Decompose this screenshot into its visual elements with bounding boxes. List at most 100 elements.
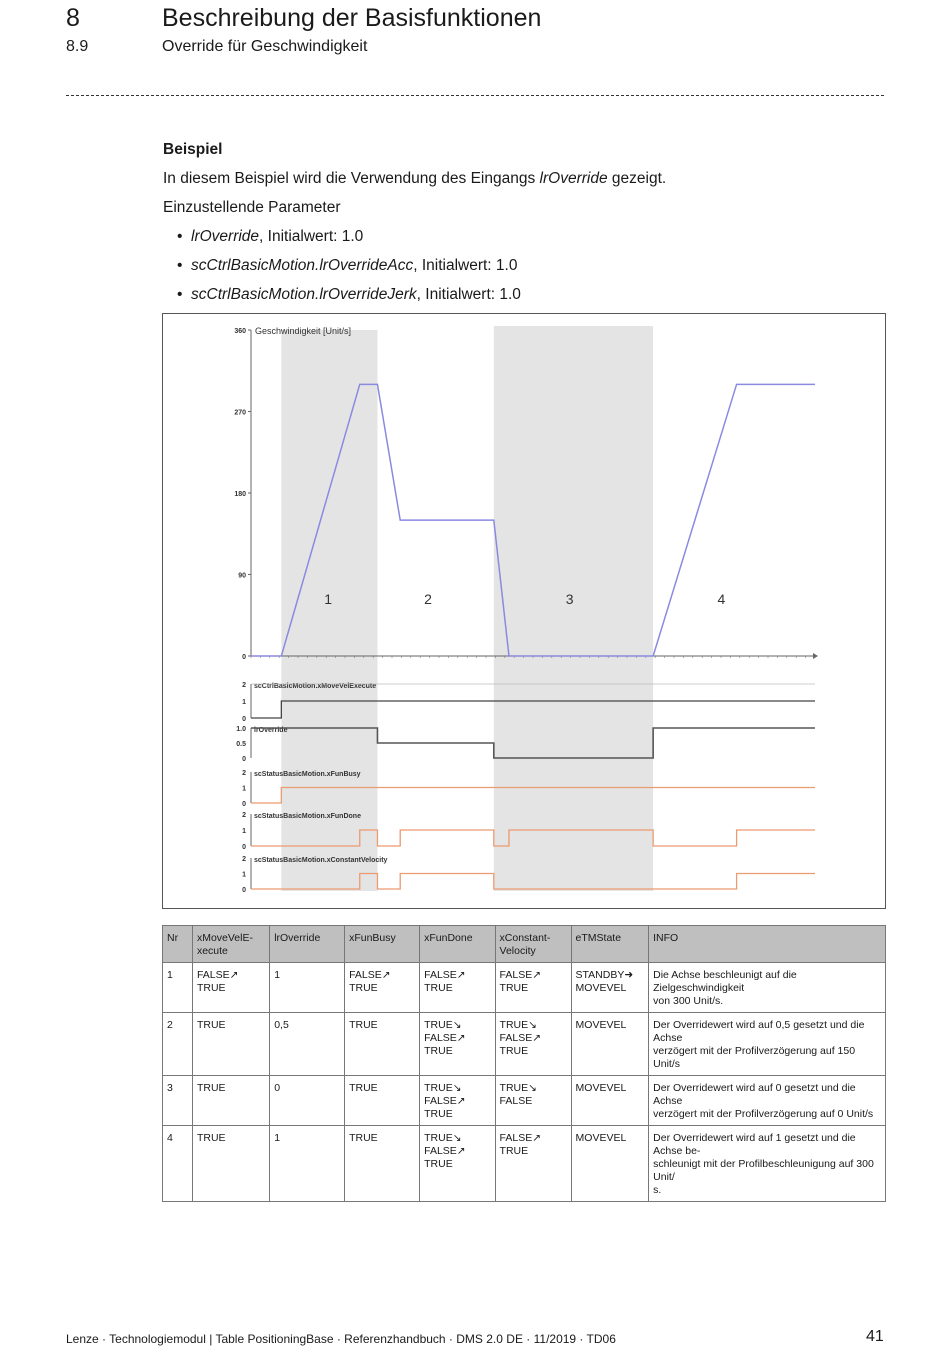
table-cell: FALSE↗ TRUE <box>494 962 572 1013</box>
signal-tick-label: 0 <box>242 844 246 851</box>
phase-shade <box>281 330 378 891</box>
table-cell: TRUE <box>344 1125 421 1202</box>
table-cell: FALSE↗ TRUE <box>344 962 421 1013</box>
table-cell: 1 <box>162 962 193 1013</box>
signal-tick-label: 1 <box>242 872 246 879</box>
param-suffix: , Initialwert: 1.0 <box>259 228 364 245</box>
signal-line <box>251 700 815 719</box>
table-cell: FALSE↗ TRUE <box>191 962 271 1013</box>
signal-line <box>251 727 815 759</box>
table-body: 1 FALSE↗ TRUE 1 FALSE↗ TRUE FALSE↗ TRUE FALSE… <box>162 962 886 1202</box>
page-number: 41 <box>866 1328 884 1345</box>
table-cell: 1 <box>269 962 346 1013</box>
chapter-number: 8 <box>66 4 80 32</box>
signal-tick-label: 2 <box>242 812 246 819</box>
signal-tick-label: 1 <box>242 786 246 793</box>
table-cell: TRUE <box>191 1125 271 1202</box>
signal-tick-label: 0 <box>242 887 246 894</box>
state-table: Nr xMoveVelE- xecute lrOverride xFunBusy xFu… <box>162 925 886 1202</box>
table-cell: FALSE↗ TRUE <box>494 1125 572 1202</box>
param-suffix: , Initialwert: 1.0 <box>416 286 521 303</box>
table-cell: Die Achse beschleunigt auf die Zielgesch… <box>648 962 886 1013</box>
phase-shade <box>493 326 654 891</box>
intro-variable: lrOverride <box>539 170 608 187</box>
signal-tick-label: 1 <box>242 699 246 706</box>
table-cell: FALSE↗ TRUE <box>419 962 496 1013</box>
y-tick-label: 360 <box>234 328 246 335</box>
signal-name: scStatusBasicMotion.xConstantVelocity <box>254 857 388 864</box>
signal-tick-label: 0 <box>242 801 246 808</box>
signal-tick-label: 2 <box>242 770 246 777</box>
table-cell: TRUE↘ FALSE↗ TRUE <box>494 1012 572 1076</box>
intro-after: gezeigt. <box>607 170 667 187</box>
phase-label: 1 <box>324 591 332 607</box>
footer-text: Lenze · Technologiemodul | Table Positio… <box>66 1332 616 1346</box>
timing-chart-svg: 0 90 180 270 360 Geschwindigkeit [Unit/s] 1 2 3 4… <box>234 326 818 894</box>
table-cell: MOVEVEL <box>570 1075 650 1126</box>
param-item: lrOverride, Initialwert: 1.0 <box>177 222 883 251</box>
table-row: 3 TRUE 0 TRUE TRUE↘ FALSE↗ TRUE TRUE↘ FALSE MO… <box>162 1075 886 1126</box>
param-suffix: , Initialwert: 1.0 <box>413 257 518 274</box>
table-cell: TRUE <box>344 1075 421 1126</box>
table-header-cell: xFunBusy <box>344 925 421 963</box>
example-body: Beispiel In diesem Beispiel wird die Ver… <box>163 135 883 309</box>
param-name: lrOverride <box>191 228 260 245</box>
table-header-cell: INFO <box>648 925 886 963</box>
table-header-cell: Nr <box>162 925 193 963</box>
table-cell: STANDBY➜ MOVEVEL <box>570 962 650 1013</box>
table-cell: Der Overridewert wird auf 0,5 gesetzt un… <box>648 1012 886 1076</box>
signal-line <box>251 829 815 847</box>
table-cell: TRUE <box>191 1012 271 1076</box>
table-cell: Der Overridewert wird auf 1 gesetzt und … <box>648 1125 886 1202</box>
section-number: 8.9 <box>66 38 89 55</box>
param-item: scCtrlBasicMotion.lrOverrideJerk, Initia… <box>177 280 883 309</box>
timing-chart: 0 90 180 270 360 Geschwindigkeit [Unit/s] 1 2 3 4… <box>162 313 886 909</box>
signal-name: lrOverride <box>254 727 288 734</box>
table-cell: Der Overridewert wird auf 0 gesetzt und … <box>648 1075 886 1126</box>
table-header-cell: eTMState <box>570 925 650 963</box>
intro-paragraph: In diesem Beispiel wird die Verwendung d… <box>163 164 883 193</box>
table-cell: 2 <box>162 1012 193 1076</box>
table-header-cell: lrOverride <box>269 925 346 963</box>
signal-tick-label: 2 <box>242 856 246 863</box>
table-row: 4 TRUE 1 TRUE TRUE↘ FALSE↗ TRUE FALSE↗ TRUE MO… <box>162 1125 886 1202</box>
phase-label: 4 <box>718 591 726 607</box>
table-header-row: Nr xMoveVelE- xecute lrOverride xFunBusy xFu… <box>162 925 886 963</box>
table-cell: 3 <box>162 1075 193 1126</box>
table-cell: MOVEVEL <box>570 1125 650 1202</box>
table-row: 1 FALSE↗ TRUE 1 FALSE↗ TRUE FALSE↗ TRUE FALSE… <box>162 962 886 1013</box>
table-cell: 0,5 <box>269 1012 346 1076</box>
y-tick-label: 90 <box>238 573 246 580</box>
param-list: lrOverride, Initialwert: 1.0 scCtrlBasic… <box>163 222 883 309</box>
signal-name: scCtrlBasicMotion.xMoveVelExecute <box>254 683 376 690</box>
signal-tick-label: 0 <box>242 716 246 723</box>
table-header-cell: xFunDone <box>419 925 496 963</box>
table-cell: 1 <box>269 1125 346 1202</box>
signal-line <box>251 786 815 804</box>
phase-label: 2 <box>424 591 432 607</box>
signal-name: scStatusBasicMotion.xFunDone <box>254 813 361 820</box>
signal-tick-label: 0.5 <box>236 741 246 748</box>
header-dashed-rule <box>66 95 884 96</box>
table-cell: MOVEVEL <box>570 1012 650 1076</box>
table-cell: 0 <box>269 1075 346 1126</box>
table-header-cell: xConstant- Velocity <box>494 925 572 963</box>
signal-name: scStatusBasicMotion.xFunBusy <box>254 771 361 778</box>
params-label: Einzustellende Parameter <box>163 199 341 216</box>
signal-tick-label: 2 <box>242 682 246 689</box>
chapter-title: Beschreibung der Basisfunktionen <box>162 4 542 32</box>
table-cell: TRUE <box>191 1075 271 1126</box>
table-cell: TRUE↘ FALSE↗ TRUE <box>419 1012 496 1076</box>
y-tick-label: 180 <box>234 491 246 498</box>
table-row: 2 TRUE 0,5 TRUE TRUE↘ FALSE↗ TRUE TRUE↘ FALSE… <box>162 1012 886 1076</box>
signal-tick-label: 1 <box>242 828 246 835</box>
intro-before: In diesem Beispiel wird die Verwendung d… <box>163 170 540 187</box>
velocity-line <box>251 383 815 657</box>
param-name: scCtrlBasicMotion.lrOverrideJerk <box>191 286 417 303</box>
param-item: scCtrlBasicMotion.lrOverrideAcc, Initial… <box>177 251 883 280</box>
param-name: scCtrlBasicMotion.lrOverrideAcc <box>191 257 414 274</box>
signal-line <box>251 872 815 890</box>
table-cell: 4 <box>162 1125 193 1202</box>
signal-tick-label: 0 <box>242 756 246 763</box>
y-tick-label: 270 <box>234 410 246 417</box>
